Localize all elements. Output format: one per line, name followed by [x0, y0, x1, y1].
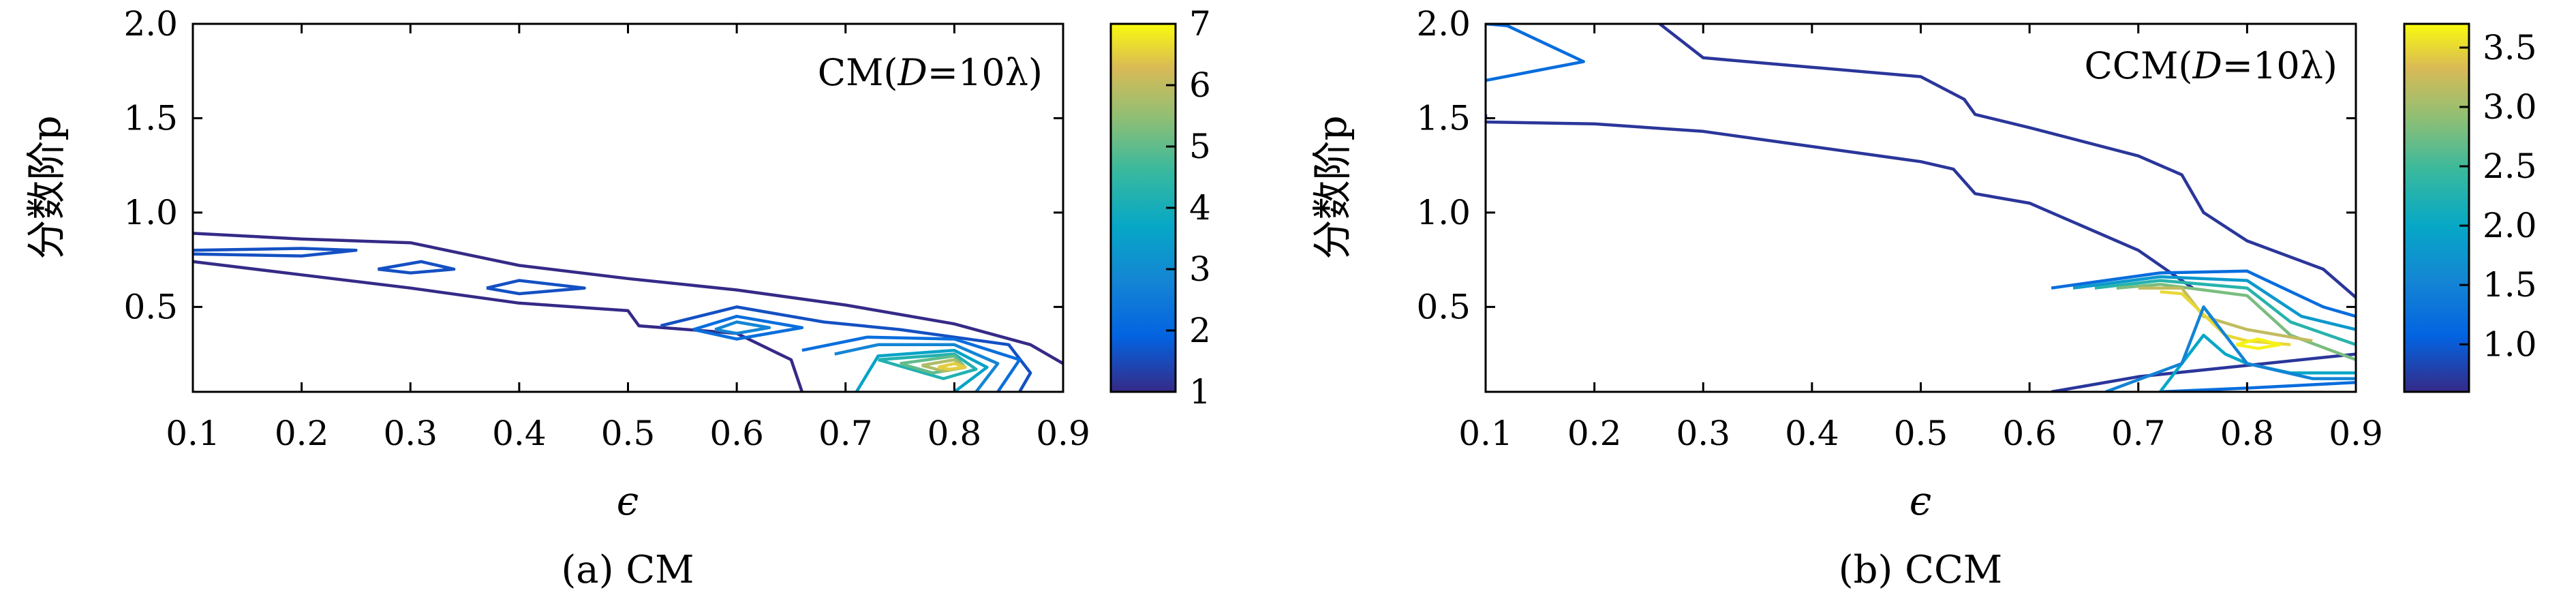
contour-line	[692, 314, 804, 341]
panel-b-title: CCM(D=10λ)	[2084, 44, 2337, 87]
panel-b-plot-area	[1486, 24, 2356, 392]
x-tick-label: 0.7	[2111, 414, 2166, 453]
x-tick-label: 0.5	[601, 414, 656, 453]
contour-line	[486, 279, 586, 296]
x-tick-label: 0.1	[166, 414, 220, 453]
contour-line	[2235, 337, 2282, 350]
contour-line	[855, 348, 989, 392]
panel-b-caption: (b) CCM	[1839, 548, 2002, 592]
panel-a-plot-area	[193, 232, 1063, 392]
colorbar-tick-label: 1	[1189, 372, 1211, 412]
colorbar-tick-label: 7	[1189, 4, 1211, 44]
x-tick-label: 0.7	[818, 414, 873, 453]
colorbar-tick-label: 6	[1189, 65, 1211, 105]
contour-line	[834, 343, 1000, 392]
x-tick-label: 0.4	[1785, 414, 1839, 453]
colorbar-tick-label: 2	[1189, 311, 1211, 350]
x-tick-label: 0.2	[275, 414, 329, 453]
y-tick-label: 1.0	[1416, 193, 1471, 232]
contour-line	[2105, 305, 2356, 392]
x-tick-label: 0.8	[2220, 414, 2275, 453]
contour-line	[2072, 275, 2356, 331]
panel-a-title: CM(D=10λ)	[818, 51, 1043, 94]
y-tick-label: 2.0	[1416, 4, 1471, 44]
colorbar-tick-label: 4	[1189, 188, 1211, 228]
x-tick-label: 0.1	[1458, 414, 1513, 453]
panel-a-frame	[191, 22, 1064, 393]
colorbar-tick-label: 3.5	[2483, 28, 2537, 67]
contour-line	[660, 305, 1032, 392]
panel-a-x-ticks: 0.1 0.2 0.3 0.4 0.5 0.6 0.7 0.8 0.9	[166, 24, 1090, 453]
x-tick-label: 0.3	[1676, 414, 1730, 453]
contour-line	[1659, 24, 2356, 299]
panel-b: 分数阶p 0.51.01.52.0 0.1 0.2 0.3 0.4 0.5 0.6 0.7 0…	[1309, 4, 2537, 592]
colorbar-tick-label: 3	[1189, 249, 1211, 289]
x-tick-label: 0.6	[709, 414, 764, 453]
panel-a-colorbar	[1109, 22, 1177, 393]
contour-line	[2158, 333, 2356, 392]
contour-line	[193, 247, 358, 258]
contour-line	[2160, 380, 2356, 392]
x-tick-label: 0.9	[2329, 414, 2383, 453]
y-tick-label: 1.0	[123, 193, 178, 232]
x-tick-label: 0.3	[383, 414, 438, 453]
contour-line	[193, 232, 1063, 365]
panel-a-colorbar-ticks: 1 2 3 4 5 6 7	[1166, 4, 1211, 412]
panel-b-frame	[1484, 22, 2357, 393]
colorbar-tick-label: 2.5	[2483, 147, 2537, 186]
colorbar-tick-label: 1.0	[2483, 324, 2537, 364]
x-tick-label: 0.2	[1567, 414, 1622, 453]
contour-line	[877, 352, 978, 380]
x-tick-label: 0.9	[1036, 414, 1090, 453]
y-tick-label: 1.5	[123, 98, 178, 138]
contour-line	[193, 260, 804, 392]
panel-b-colorbar	[2403, 22, 2470, 393]
colorbar-tick-label: 5	[1189, 127, 1211, 166]
colorbar-tick-label: 3.0	[2483, 87, 2537, 127]
contour-line	[801, 335, 1022, 392]
panel-b-xlabel: ϵ	[1910, 478, 1931, 524]
contour-line	[1486, 24, 1585, 82]
panel-a-caption: (a) CM	[561, 548, 694, 592]
contour-line	[378, 260, 456, 275]
x-tick-label: 0.6	[2002, 414, 2057, 453]
panel-b-y-ticks: 0.5 1.0 1.5 2.0	[1416, 4, 2356, 326]
colorbar-tick-label: 1.5	[2483, 265, 2537, 305]
panel-b-ylabel: 分数阶p	[1309, 115, 1355, 259]
contour-line	[937, 362, 967, 371]
colorbar-tick-label: 2.0	[2483, 206, 2537, 245]
x-tick-label: 0.5	[1894, 414, 1948, 453]
panel-b-colorbar-ticks: 1.0 1.5 2.0 2.5 3.0 3.5	[2459, 28, 2537, 364]
contour-line	[2051, 269, 2356, 318]
contour-line	[714, 320, 771, 335]
contour-line	[1486, 120, 2194, 290]
panel-a-ylabel: 分数阶p	[23, 115, 70, 259]
x-tick-label: 0.8	[927, 414, 982, 453]
panel-b-x-ticks: 0.1 0.2 0.3 0.4 0.5 0.6 0.7 0.8 0.9	[1458, 24, 2383, 453]
contour-line	[2051, 352, 2356, 392]
panel-a: 分数阶p 0.51.01.52.0 0.1 0.2 0.3 0.4 0.5 0.6 0.7 0…	[23, 4, 1211, 592]
y-tick-label: 0.5	[123, 287, 178, 326]
x-tick-label: 0.4	[492, 414, 547, 453]
panel-a-xlabel: ϵ	[617, 478, 639, 524]
y-tick-label: 1.5	[1416, 98, 1471, 138]
y-tick-label: 0.5	[1416, 287, 1471, 326]
contour-line	[2116, 282, 2356, 362]
contour-line	[2094, 279, 2356, 346]
y-tick-label: 2.0	[123, 4, 178, 44]
